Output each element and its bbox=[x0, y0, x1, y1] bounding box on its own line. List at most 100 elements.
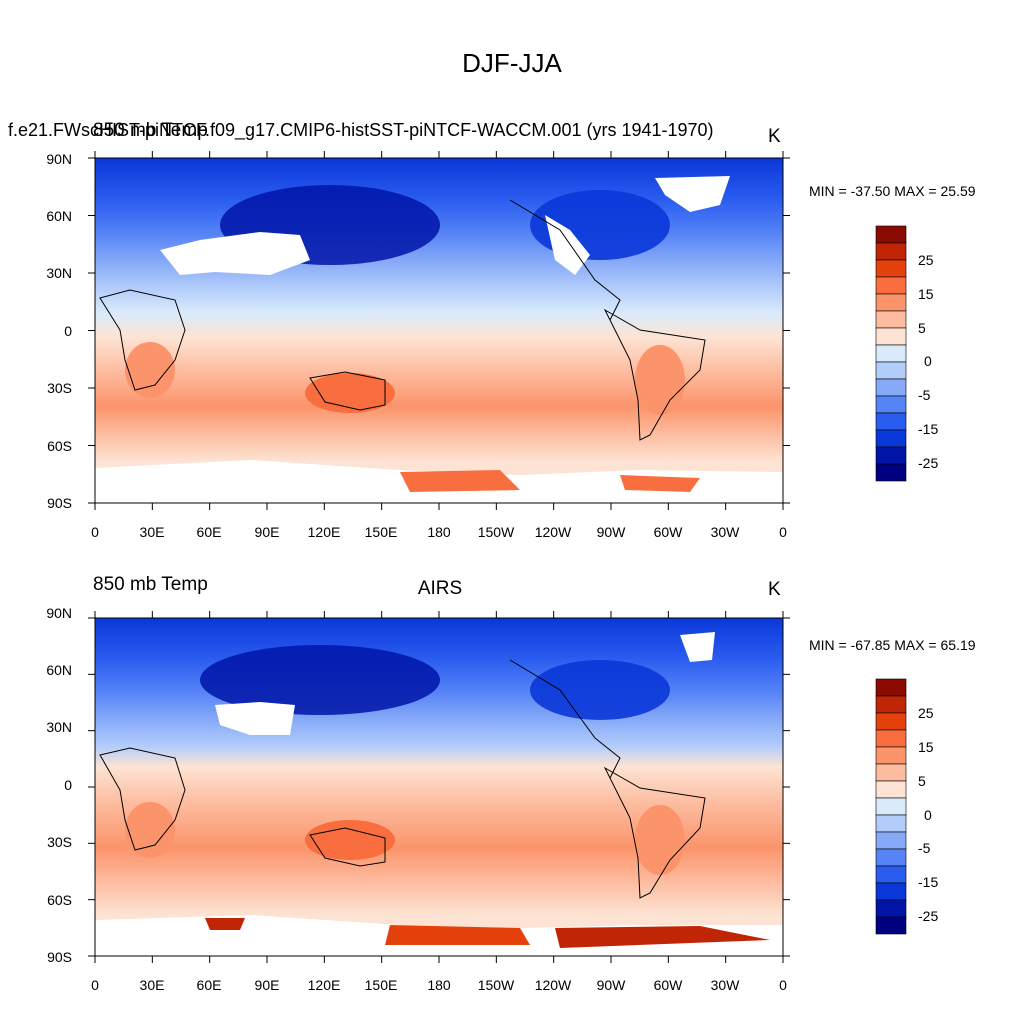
panel1-lon-label: 150W bbox=[477, 524, 515, 540]
panel1-center-title: f.e21.FWscHIST-piNTCF.f09_g17.CMIP6-hist… bbox=[8, 120, 714, 140]
colorbar-swatch bbox=[875, 293, 907, 312]
panel1-lat-label: 0 bbox=[64, 323, 72, 339]
panel1-lon-label: 0 bbox=[91, 524, 99, 540]
colorbar-swatch bbox=[875, 797, 907, 816]
panel1-lat-label: 90S bbox=[47, 495, 72, 511]
panel1-minmax: MIN = -37.50 MAX = 25.59 bbox=[809, 183, 976, 199]
colorbar-swatch bbox=[875, 412, 907, 431]
panel2-colorbar-label: 5 bbox=[918, 773, 926, 789]
colorbar-swatch bbox=[875, 429, 907, 448]
colorbar-swatch bbox=[875, 378, 907, 397]
panel2-lat-label: 30S bbox=[47, 834, 72, 850]
panel2-lat-label: 60S bbox=[47, 892, 72, 908]
colorbar-swatch bbox=[875, 276, 907, 295]
panel2-colorbar-label: 15 bbox=[918, 739, 934, 755]
panel2-lon-label: 60E bbox=[196, 977, 222, 993]
panel2-lon-label: 0 bbox=[91, 977, 99, 993]
panel2-colorbar-label: 0 bbox=[924, 807, 932, 823]
colorbar-swatch bbox=[875, 746, 907, 765]
panel2-left-title: 850 mb Temp bbox=[93, 574, 208, 595]
panel2-lon-label: 150W bbox=[477, 977, 515, 993]
panel2-lon-label: 90E bbox=[254, 977, 280, 993]
panel1-lat-label: 60S bbox=[47, 438, 72, 454]
colorbar-swatch bbox=[875, 678, 907, 697]
colorbar-swatch bbox=[875, 865, 907, 884]
panel1-lon-label: 90E bbox=[254, 524, 280, 540]
colorbar-swatch bbox=[875, 225, 907, 244]
panel2-minmax: MIN = -67.85 MAX = 65.19 bbox=[809, 637, 976, 653]
panel2-lat-label: 60N bbox=[46, 662, 72, 678]
panel1-lon-label: 150E bbox=[364, 524, 398, 540]
panel1-lon-label: 90W bbox=[596, 524, 626, 540]
panel2-lon-label: 60W bbox=[653, 977, 683, 993]
panel1-colorbar-label: -25 bbox=[918, 455, 939, 471]
colorbar-swatch bbox=[875, 310, 907, 329]
panel2-colorbar-label: 25 bbox=[918, 705, 934, 721]
panel1-colorbar-label: 15 bbox=[918, 286, 934, 302]
colorbar-swatch bbox=[875, 899, 907, 918]
panel1-lon-label: 120E bbox=[307, 524, 341, 540]
panel1-lat-label: 30S bbox=[47, 380, 72, 396]
panel2-lat-label: 0 bbox=[64, 777, 72, 793]
panel2-lat-label: 90S bbox=[47, 949, 72, 965]
panel2-lon-label: 120E bbox=[307, 977, 341, 993]
colorbar-swatch bbox=[875, 712, 907, 731]
panel2-lon-label: 120W bbox=[534, 977, 572, 993]
panel1-colorbar-label: -5 bbox=[918, 387, 931, 403]
panel2-lon-label: 180 bbox=[427, 977, 451, 993]
panel1-colorbar bbox=[875, 225, 907, 482]
panel1-lon-label: 30E bbox=[139, 524, 165, 540]
panel1-lat-label: 90N bbox=[46, 151, 72, 167]
panel2-lat-label: 30N bbox=[46, 719, 72, 735]
colorbar-swatch bbox=[875, 695, 907, 714]
colorbar-swatch bbox=[875, 882, 907, 901]
panel2-units: K bbox=[768, 579, 781, 600]
colorbar-swatch bbox=[875, 361, 907, 380]
panel1-map bbox=[95, 158, 783, 503]
colorbar-swatch bbox=[875, 814, 907, 833]
colorbar-swatch bbox=[875, 395, 907, 414]
colorbar-swatch bbox=[875, 463, 907, 482]
panel1-lon-label: 60E bbox=[196, 524, 222, 540]
colorbar-swatch bbox=[875, 729, 907, 748]
panel2-center-title: AIRS bbox=[417, 578, 463, 599]
panel1-lon-label: 120W bbox=[534, 524, 572, 540]
panel2-colorbar-label: -25 bbox=[918, 908, 939, 924]
panel2-colorbar bbox=[875, 678, 907, 935]
colorbar-swatch bbox=[875, 831, 907, 850]
panel1-colorbar-label: -15 bbox=[918, 421, 939, 437]
figure-title: DJF-JJA bbox=[462, 48, 562, 78]
colorbar-swatch bbox=[875, 259, 907, 278]
panel2-lat-label: 90N bbox=[46, 605, 72, 621]
panel2-lon-label: 30E bbox=[139, 977, 165, 993]
panel2-lon-label: 30W bbox=[710, 977, 740, 993]
panel2-lon-label: 150E bbox=[364, 977, 398, 993]
panel1-colorbar-label: 0 bbox=[924, 353, 932, 369]
panel1-colorbar-label: 25 bbox=[918, 252, 934, 268]
panel1-lon-label: 60W bbox=[653, 524, 683, 540]
panel1-colorbar-label: 5 bbox=[918, 320, 926, 336]
colorbar-swatch bbox=[875, 344, 907, 363]
panel1-units: K bbox=[768, 126, 781, 147]
panel2-map bbox=[95, 618, 783, 956]
colorbar-swatch bbox=[875, 327, 907, 346]
panel2-lon-label: 0 bbox=[779, 977, 787, 993]
panel1-lon-label: 180 bbox=[427, 524, 451, 540]
panel2-colorbar-label: -15 bbox=[918, 874, 939, 890]
panel2-colorbar-label: -5 bbox=[918, 840, 931, 856]
colorbar-swatch bbox=[875, 242, 907, 261]
colorbar-swatch bbox=[875, 848, 907, 867]
colorbar-swatch bbox=[875, 446, 907, 465]
panel1-lon-label: 30W bbox=[710, 524, 740, 540]
panel1-lat-label: 30N bbox=[46, 265, 72, 281]
panel2-lon-label: 90W bbox=[596, 977, 626, 993]
colorbar-swatch bbox=[875, 916, 907, 935]
axis-ticks bbox=[88, 151, 790, 963]
panel1-left-title: 850 mb Temp bbox=[93, 120, 208, 141]
panel1-lon-label: 0 bbox=[779, 524, 787, 540]
colorbar-swatch bbox=[875, 780, 907, 799]
coastlines bbox=[99, 199, 706, 899]
panel1-lat-label: 60N bbox=[46, 208, 72, 224]
colorbar-swatch bbox=[875, 763, 907, 782]
